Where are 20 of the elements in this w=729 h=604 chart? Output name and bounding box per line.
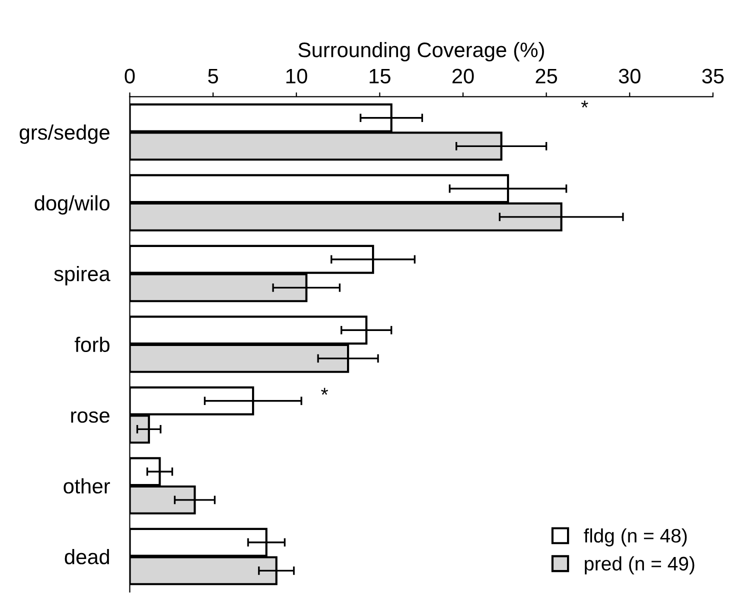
y-tick-label: dead	[64, 548, 109, 564]
legend-label: pred (n = 49)	[584, 556, 694, 574]
x-tick-label: 25	[536, 68, 558, 84]
y-tick-label: dog/wilo	[34, 195, 110, 215]
x-tick-label: 5	[208, 68, 218, 84]
x-axis-title: Surrounding Coverage (%)	[298, 42, 544, 62]
x-tick-label: 35	[702, 68, 724, 84]
y-tick-label: rose	[71, 411, 110, 423]
annotation: *	[581, 100, 588, 108]
legend-label: fldg (n = 48)	[584, 528, 687, 546]
x-tick-label: 0	[124, 68, 135, 84]
x-tick-label: 20	[452, 68, 474, 84]
y-tick-label: spirea	[54, 266, 110, 286]
y-tick-label: other	[64, 478, 110, 494]
x-tick-label: 30	[618, 68, 640, 84]
y-tick-label: grs/sedge	[20, 124, 110, 144]
annotation: *	[321, 388, 328, 395]
x-tick-label: 10	[286, 68, 308, 84]
y-tick-label: forb	[74, 336, 110, 352]
x-tick-label: 15	[370, 68, 390, 84]
